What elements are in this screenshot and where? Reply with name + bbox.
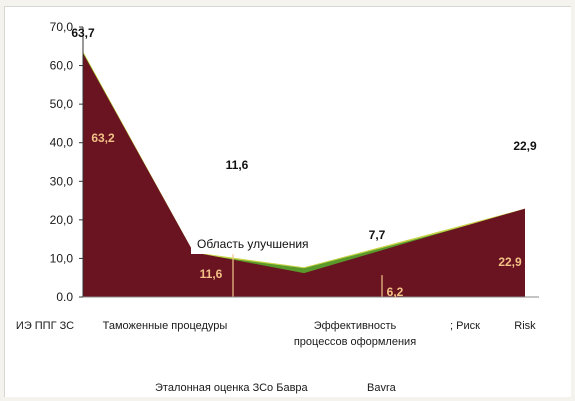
legend-item-benchmark: Эталонная оценка ЗСо Бавра (155, 382, 309, 394)
data-label-actual: 22,9 (498, 255, 522, 269)
data-label-actual: 6,2 (387, 285, 404, 299)
y-tick-label: 0.0 (56, 290, 73, 304)
data-label-benchmark: 11,6 (226, 158, 249, 172)
data-label-benchmark: 7,7 (369, 228, 386, 242)
y-tick-label: 10,0 (50, 251, 74, 265)
x-tick-label: ; Риск (450, 320, 480, 332)
chart-svg: 0.0 10,0 20,0 30,0 40,0 50,0 60,0 70,0 ИЭ ППГ ЗС… (16, 20, 539, 394)
x-tick-label: ИЭ ППГ ЗС (16, 320, 74, 332)
x-tick-label: Эффективность (314, 320, 397, 332)
improvement-area-label: Область улучшения (197, 237, 309, 251)
x-tick-label: Таможенные процедуры (103, 320, 228, 332)
y-tick-label: 70,0 (50, 20, 74, 34)
y-tick-label: 50,0 (50, 97, 74, 111)
data-label-actual: 63,2 (91, 131, 115, 145)
y-tick-label: 30,0 (50, 174, 74, 188)
y-tick-label: 60,0 (50, 59, 74, 73)
y-tick-label: 40,0 (50, 136, 74, 150)
series-area-inner (83, 53, 525, 297)
data-label-benchmark: 22,9 (513, 139, 537, 153)
data-label-benchmark: 63,7 (71, 26, 95, 40)
chart: 0.0 10,0 20,0 30,0 40,0 50,0 60,0 70,0 ИЭ ППГ ЗС… (4, 6, 571, 397)
data-label-actual: 11,6 (200, 267, 223, 281)
improvement-area-box (191, 232, 337, 254)
x-tick-label: Risk (514, 320, 536, 332)
x-tick-label: процессов оформления (294, 336, 416, 348)
legend-item-actual: Bavra (367, 382, 397, 394)
y-tick-label: 20,0 (50, 213, 74, 227)
